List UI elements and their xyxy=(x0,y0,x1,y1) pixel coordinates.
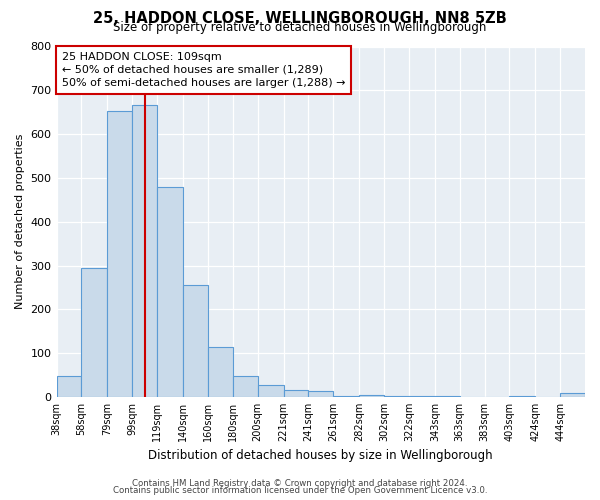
Bar xyxy=(359,394,384,397)
Bar xyxy=(157,186,183,397)
Bar xyxy=(82,268,107,397)
Bar xyxy=(560,394,585,397)
Text: 25, HADDON CLOSE, WELLINGBOROUGH, NN8 5ZB: 25, HADDON CLOSE, WELLINGBOROUGH, NN8 5Z… xyxy=(93,11,507,26)
X-axis label: Distribution of detached houses by size in Wellingborough: Distribution of detached houses by size … xyxy=(148,450,493,462)
Bar xyxy=(257,384,284,397)
Bar xyxy=(107,112,132,397)
Bar xyxy=(132,105,157,397)
Bar xyxy=(409,396,435,397)
Y-axis label: Number of detached properties: Number of detached properties xyxy=(15,134,25,310)
Bar xyxy=(183,285,208,397)
Bar xyxy=(284,390,308,397)
Text: 25 HADDON CLOSE: 109sqm
← 50% of detached houses are smaller (1,289)
50% of semi: 25 HADDON CLOSE: 109sqm ← 50% of detache… xyxy=(62,52,346,88)
Bar xyxy=(308,391,333,397)
Text: Contains HM Land Registry data © Crown copyright and database right 2024.: Contains HM Land Registry data © Crown c… xyxy=(132,478,468,488)
Bar xyxy=(56,376,82,397)
Bar xyxy=(208,348,233,397)
Text: Contains public sector information licensed under the Open Government Licence v3: Contains public sector information licen… xyxy=(113,486,487,495)
Bar xyxy=(233,376,257,397)
Text: Size of property relative to detached houses in Wellingborough: Size of property relative to detached ho… xyxy=(113,22,487,35)
